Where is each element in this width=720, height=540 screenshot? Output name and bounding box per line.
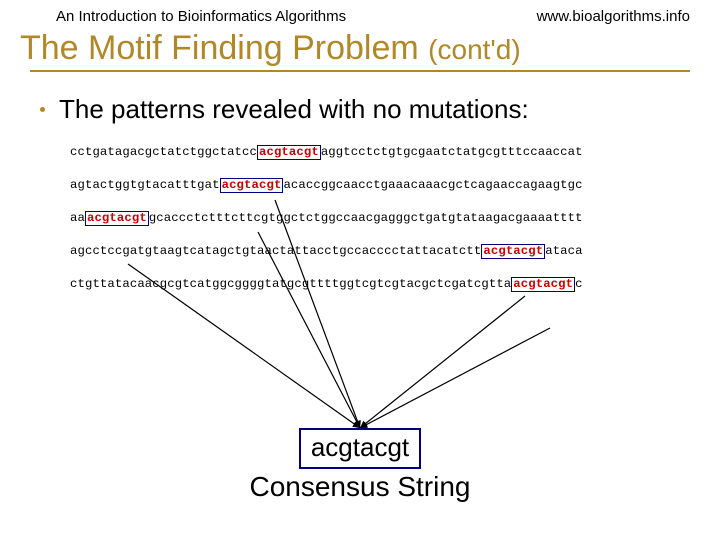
sequence-row: agtactggtgtacatttgatacgtacgtacaccggcaacc… [70, 178, 690, 193]
title-contd: (cont'd) [428, 34, 521, 65]
motif-box: acgtacgt [220, 178, 284, 193]
sequence-post: ataca [545, 244, 582, 258]
sequence-post: acaccggcaacctgaaacaaacgctcagaaccagaagtgc [283, 178, 582, 192]
sequence-row: agcctccgatgtaagtcatagctgtaactattacctgcca… [70, 244, 690, 259]
sequence-pre: ctgttatacaacgcgtcatggcggggtatgcgttttggtc… [70, 277, 511, 291]
consensus-label: Consensus String [0, 471, 720, 503]
header-right: www.bioalgorithms.info [537, 8, 690, 25]
bullet-text: The patterns revealed with no mutations: [59, 94, 529, 125]
body: The patterns revealed with no mutations:… [0, 72, 720, 292]
slide: An Introduction to Bioinformatics Algori… [0, 0, 720, 540]
title-main: The Motif Finding Problem [20, 29, 428, 67]
bullet-dot-icon [40, 107, 45, 112]
sequence-row: ctgttatacaacgcgtcatggcggggtatgcgttttggtc… [70, 277, 690, 292]
consensus: acgtacgt Consensus String [0, 428, 720, 503]
title-wrap: The Motif Finding Problem (cont'd) [0, 29, 720, 68]
sequence-pre: aa [70, 211, 85, 225]
sequence-pre: agtactggtgtacatttgat [70, 178, 220, 192]
sequence-row: aaacgtacgtgcaccctctttcttcgtggctctggccaac… [70, 211, 690, 226]
motif-box: acgtacgt [257, 145, 321, 160]
motif-box: acgtacgt [511, 277, 575, 292]
bullet-row: The patterns revealed with no mutations: [40, 94, 690, 125]
header: An Introduction to Bioinformatics Algori… [0, 0, 720, 29]
sequence-row: cctgatagacgctatctggctatccacgtacgtaggtcct… [70, 145, 690, 160]
sequence-pre: cctgatagacgctatctggctatcc [70, 145, 257, 159]
sequences: cctgatagacgctatctggctatccacgtacgtaggtcct… [70, 145, 690, 292]
motif-box: acgtacgt [85, 211, 149, 226]
consensus-box: acgtacgt [299, 428, 421, 469]
sequence-pre: agcctccgatgtaagtcatagctgtaactattacctgcca… [70, 244, 481, 258]
sequence-post: gcaccctctttcttcgtggctctggccaacgagggctgat… [149, 211, 583, 225]
header-left: An Introduction to Bioinformatics Algori… [56, 8, 346, 25]
slide-title: The Motif Finding Problem (cont'd) [20, 29, 690, 68]
sequence-post: c [575, 277, 582, 291]
motif-box: acgtacgt [481, 244, 545, 259]
sequence-post: aggtcctctgtgcgaatctatgcgtttccaaccat [321, 145, 583, 159]
